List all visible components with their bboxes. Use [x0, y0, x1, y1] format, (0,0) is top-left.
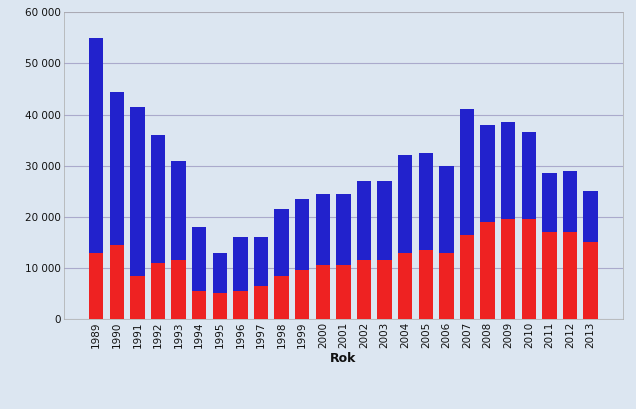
Bar: [439, 166, 453, 252]
X-axis label: Rok: Rok: [330, 353, 357, 366]
Bar: [233, 237, 247, 291]
Bar: [501, 122, 515, 219]
Bar: [254, 237, 268, 286]
Bar: [130, 276, 144, 319]
Bar: [357, 260, 371, 319]
Bar: [543, 173, 556, 232]
Bar: [315, 265, 330, 319]
Bar: [89, 38, 104, 252]
Bar: [501, 219, 515, 319]
Bar: [522, 133, 536, 219]
Bar: [274, 209, 289, 276]
Bar: [563, 171, 577, 232]
Bar: [295, 199, 310, 270]
Bar: [109, 92, 124, 245]
Bar: [233, 291, 247, 319]
Bar: [172, 161, 186, 260]
Bar: [254, 286, 268, 319]
Bar: [109, 245, 124, 319]
Bar: [212, 294, 227, 319]
Bar: [192, 227, 207, 291]
Bar: [377, 260, 392, 319]
Bar: [130, 107, 144, 276]
Bar: [543, 232, 556, 319]
Bar: [418, 153, 433, 250]
Bar: [274, 276, 289, 319]
Bar: [460, 110, 474, 235]
Bar: [315, 194, 330, 265]
Bar: [522, 219, 536, 319]
Bar: [398, 252, 413, 319]
Bar: [192, 291, 207, 319]
Bar: [480, 125, 495, 222]
Bar: [336, 265, 350, 319]
Bar: [172, 260, 186, 319]
Bar: [89, 252, 104, 319]
Bar: [151, 135, 165, 263]
Bar: [583, 242, 598, 319]
Bar: [583, 191, 598, 242]
Bar: [439, 252, 453, 319]
Bar: [398, 155, 413, 252]
Bar: [377, 181, 392, 260]
Bar: [212, 252, 227, 294]
Bar: [460, 235, 474, 319]
Bar: [418, 250, 433, 319]
Bar: [295, 270, 310, 319]
Bar: [480, 222, 495, 319]
Bar: [563, 232, 577, 319]
Bar: [336, 194, 350, 265]
Bar: [357, 181, 371, 260]
Bar: [151, 263, 165, 319]
